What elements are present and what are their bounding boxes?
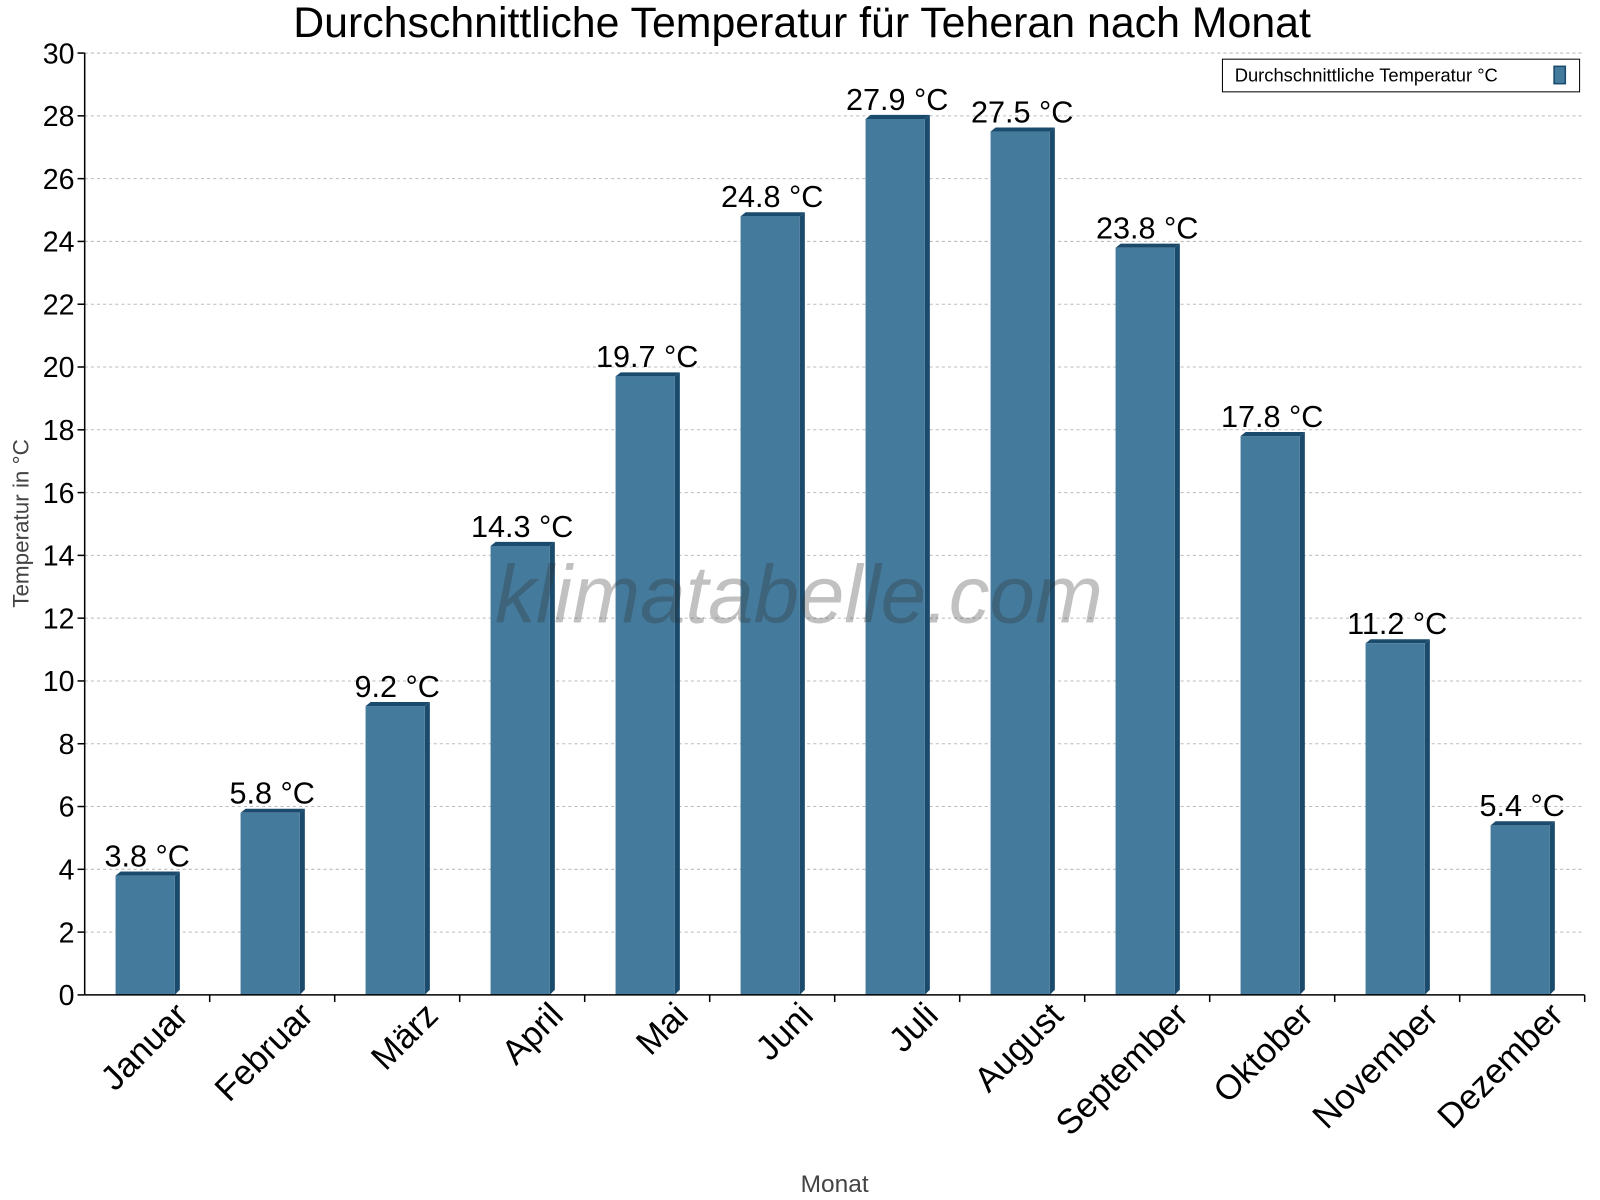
bar xyxy=(365,706,425,995)
legend-box xyxy=(1221,58,1581,93)
data-label: 19.7 °C xyxy=(596,340,698,374)
x-tick-label: Mai xyxy=(629,996,695,1062)
x-tick-label: Juli xyxy=(882,996,946,1060)
data-label: 11.2 °C xyxy=(1347,607,1447,641)
bar xyxy=(1490,825,1550,995)
bar-side xyxy=(1549,821,1555,995)
bar-top xyxy=(740,212,805,217)
bar-top xyxy=(865,114,930,119)
bar xyxy=(615,376,675,995)
y-tick-label: 8 xyxy=(59,729,75,761)
y-tick-label: 6 xyxy=(59,792,75,824)
bar-side xyxy=(1424,639,1430,995)
bar-top xyxy=(1115,243,1180,248)
y-axis-label: Temperatur in °C xyxy=(9,439,34,608)
y-tick-label: 12 xyxy=(43,603,75,635)
gridlines xyxy=(84,52,1585,933)
bar-top xyxy=(990,127,1055,132)
bar-top xyxy=(240,808,305,813)
x-tick-label: Juni xyxy=(749,996,821,1068)
chart-title: Durchschnittliche Temperatur für Teheran… xyxy=(293,0,1311,47)
y-tick-label: 16 xyxy=(43,478,75,510)
bar-side xyxy=(424,701,430,995)
data-label: 24.8 °C xyxy=(721,180,823,214)
watermark: klimatabelle.com xyxy=(495,549,1103,640)
legend: Durchschnittliche Temperatur °C xyxy=(1221,58,1581,93)
bar-side xyxy=(799,212,805,995)
x-tick-label: Dezember xyxy=(1431,996,1571,1136)
x-tick-label: März xyxy=(364,996,445,1077)
y-tick-label: 20 xyxy=(43,352,75,384)
data-label: 5.8 °C xyxy=(229,777,314,811)
bar xyxy=(115,875,175,995)
x-axis-label: Monat xyxy=(801,1171,869,1198)
y-tick-label: 18 xyxy=(43,415,75,447)
data-label: 5.4 °C xyxy=(1479,789,1564,823)
bar xyxy=(1240,436,1300,995)
legend-swatch xyxy=(1553,65,1567,85)
x-tick-label: August xyxy=(967,996,1070,1099)
data-label: 9.2 °C xyxy=(354,670,439,704)
data-label: 27.9 °C xyxy=(846,83,948,117)
bars: 3.8 °C 5.8 °C 9.2 °C 14.3 °C 19.7 °C 24.8 °C 2… xyxy=(104,83,1565,995)
bar xyxy=(490,545,550,995)
y-tick-label: 2 xyxy=(59,917,75,949)
bar-top xyxy=(1490,821,1555,826)
y-tick-label: 24 xyxy=(43,227,75,259)
bar-side xyxy=(674,372,680,995)
bar-side xyxy=(924,114,930,995)
bar xyxy=(990,131,1050,995)
data-label: 17.8 °C xyxy=(1221,400,1323,434)
data-label: 3.8 °C xyxy=(104,839,189,873)
bar-side xyxy=(549,541,555,995)
bar-side xyxy=(299,808,305,995)
y-tick-label: 10 xyxy=(43,666,75,698)
x-tick-label: Januar xyxy=(94,996,196,1098)
x-tick-label: Oktober xyxy=(1207,996,1321,1110)
data-label: 27.5 °C xyxy=(971,95,1073,129)
bar-side xyxy=(174,871,180,995)
bar xyxy=(1365,643,1425,995)
y-tick-label: 28 xyxy=(43,101,75,133)
bar-top xyxy=(490,541,555,546)
bar-side xyxy=(1174,243,1180,995)
bar xyxy=(865,118,925,995)
bar-top xyxy=(115,871,180,876)
y-tick-label: 4 xyxy=(59,855,75,887)
y-tick-label: 14 xyxy=(43,541,75,573)
x-tick-label: Februar xyxy=(208,996,321,1109)
bar xyxy=(240,812,300,995)
y-tick-label: 0 xyxy=(59,980,75,1012)
y-tick-label: 30 xyxy=(43,38,75,70)
bar-top xyxy=(615,372,680,377)
y-tick-label: 22 xyxy=(43,289,75,321)
bar-top xyxy=(365,701,430,707)
bar-top xyxy=(1365,639,1430,644)
x-tick-label: April xyxy=(495,996,571,1072)
bar xyxy=(740,216,800,995)
bar xyxy=(1115,247,1175,995)
legend-label: Durchschnittliche Temperatur °C xyxy=(1235,65,1498,86)
bar-side xyxy=(1049,127,1055,995)
data-label: 23.8 °C xyxy=(1096,212,1198,246)
y-tick-label: 26 xyxy=(43,164,75,196)
bar-top xyxy=(1240,431,1305,437)
x-tick-label: November xyxy=(1306,996,1446,1136)
bar-side xyxy=(1299,431,1305,995)
data-label: 14.3 °C xyxy=(471,510,573,544)
x-tick-label: September xyxy=(1049,996,1196,1143)
